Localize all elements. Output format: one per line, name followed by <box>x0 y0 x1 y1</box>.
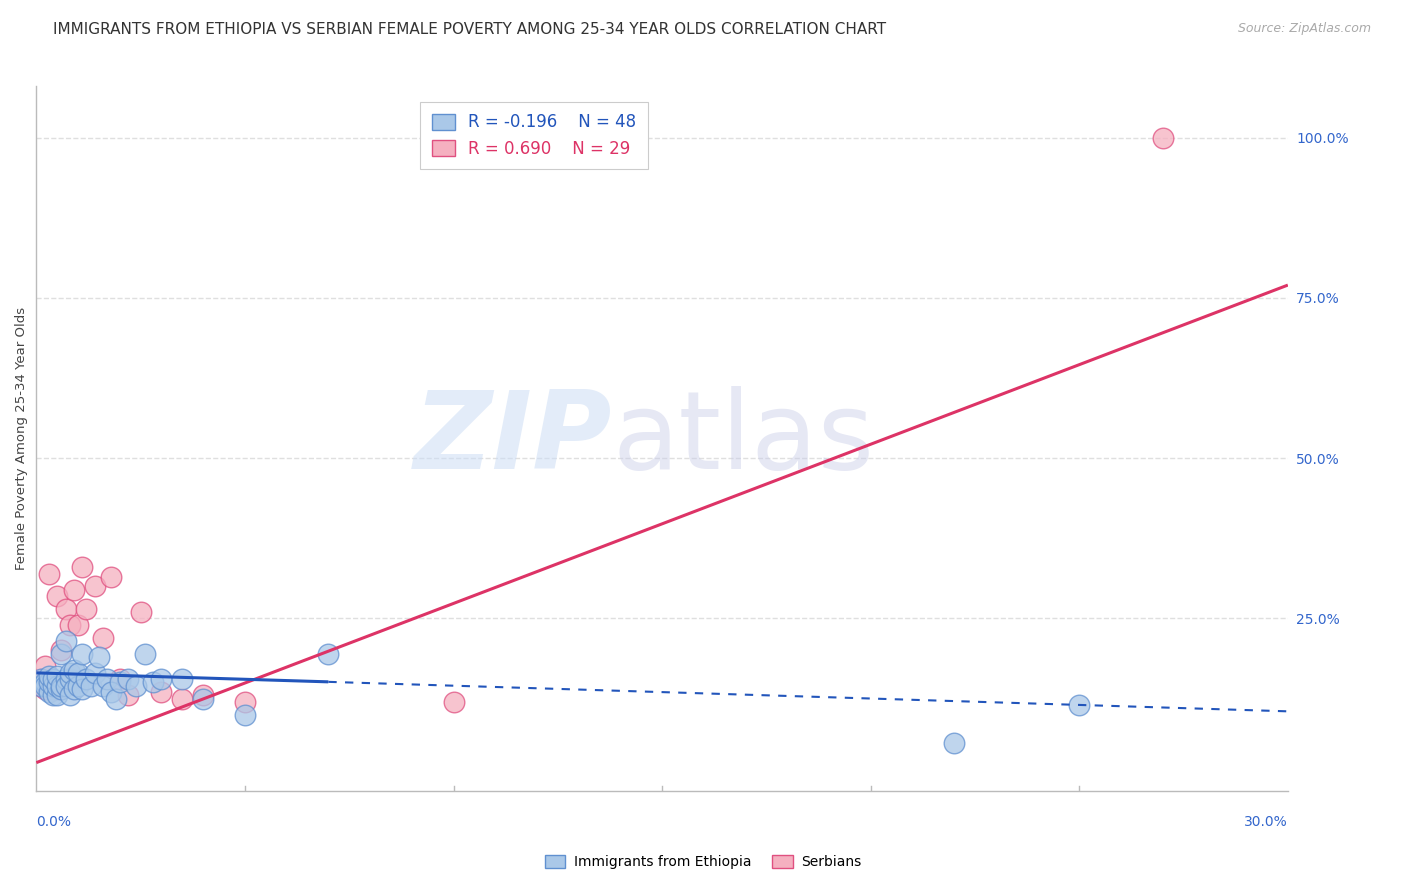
Point <box>30 679 52 693</box>
Point <box>67 679 90 693</box>
Point <box>172 673 194 687</box>
Text: ZIP: ZIP <box>413 386 612 491</box>
Point <box>46 669 69 683</box>
Point <box>117 688 139 702</box>
Point <box>38 566 60 581</box>
Point <box>38 669 60 683</box>
Point <box>34 659 56 673</box>
Text: IMMIGRANTS FROM ETHIOPIA VS SERBIAN FEMALE POVERTY AMONG 25-34 YEAR OLDS CORRELA: IMMIGRANTS FROM ETHIOPIA VS SERBIAN FEMA… <box>53 22 887 37</box>
Legend: Immigrants from Ethiopia, Serbians: Immigrants from Ethiopia, Serbians <box>537 848 869 876</box>
Point <box>67 665 90 680</box>
Point <box>63 681 86 696</box>
Point <box>42 673 65 687</box>
Point <box>42 679 65 693</box>
Point <box>30 673 52 687</box>
Point <box>117 673 139 687</box>
Point <box>30 679 52 693</box>
Legend: R = -0.196    N = 48, R = 0.690    N = 29: R = -0.196 N = 48, R = 0.690 N = 29 <box>420 102 648 169</box>
Point <box>51 643 73 657</box>
Point <box>38 675 60 690</box>
Point <box>67 617 90 632</box>
Point <box>55 633 77 648</box>
Point <box>34 679 56 693</box>
Point <box>96 673 118 687</box>
Point <box>51 679 73 693</box>
Point <box>443 695 465 709</box>
Point <box>46 679 69 693</box>
Point <box>108 675 131 690</box>
Point <box>108 673 131 687</box>
Point <box>91 631 114 645</box>
Text: atlas: atlas <box>612 386 875 491</box>
Point <box>51 679 73 693</box>
Point <box>1152 130 1174 145</box>
Point <box>59 665 82 680</box>
Point <box>91 679 114 693</box>
Point <box>42 681 65 696</box>
Text: 0.0%: 0.0% <box>37 814 72 829</box>
Point <box>943 736 966 750</box>
Point <box>100 570 122 584</box>
Point <box>30 673 52 687</box>
Point <box>79 679 101 693</box>
Point <box>129 605 152 619</box>
Point <box>150 685 173 699</box>
Point <box>70 681 93 696</box>
Point <box>34 681 56 696</box>
Point <box>125 679 148 693</box>
Point <box>100 685 122 699</box>
Point <box>87 649 110 664</box>
Point <box>51 681 73 696</box>
Point <box>55 673 77 687</box>
Point <box>233 695 256 709</box>
Point <box>63 663 86 677</box>
Point <box>59 688 82 702</box>
Point <box>70 560 93 574</box>
Point <box>38 685 60 699</box>
Point <box>193 688 215 702</box>
Y-axis label: Female Poverty Among 25-34 Year Olds: Female Poverty Among 25-34 Year Olds <box>15 308 28 571</box>
Point <box>142 675 165 690</box>
Point <box>70 647 93 661</box>
Point <box>55 679 77 693</box>
Point <box>172 691 194 706</box>
Point <box>104 691 127 706</box>
Point <box>75 601 97 615</box>
Point <box>83 579 105 593</box>
Point <box>59 673 82 687</box>
Point <box>75 673 97 687</box>
Text: 30.0%: 30.0% <box>1244 814 1288 829</box>
Text: Source: ZipAtlas.com: Source: ZipAtlas.com <box>1237 22 1371 36</box>
Point <box>42 688 65 702</box>
Point <box>1069 698 1091 712</box>
Point <box>150 673 173 687</box>
Point <box>46 681 69 696</box>
Point <box>51 647 73 661</box>
Point <box>59 617 82 632</box>
Point <box>63 582 86 597</box>
Point <box>46 589 69 603</box>
Point <box>55 601 77 615</box>
Point <box>193 691 215 706</box>
Point <box>318 647 340 661</box>
Point <box>34 675 56 690</box>
Point <box>46 688 69 702</box>
Point <box>233 707 256 722</box>
Point <box>83 665 105 680</box>
Point <box>134 647 156 661</box>
Point <box>38 679 60 693</box>
